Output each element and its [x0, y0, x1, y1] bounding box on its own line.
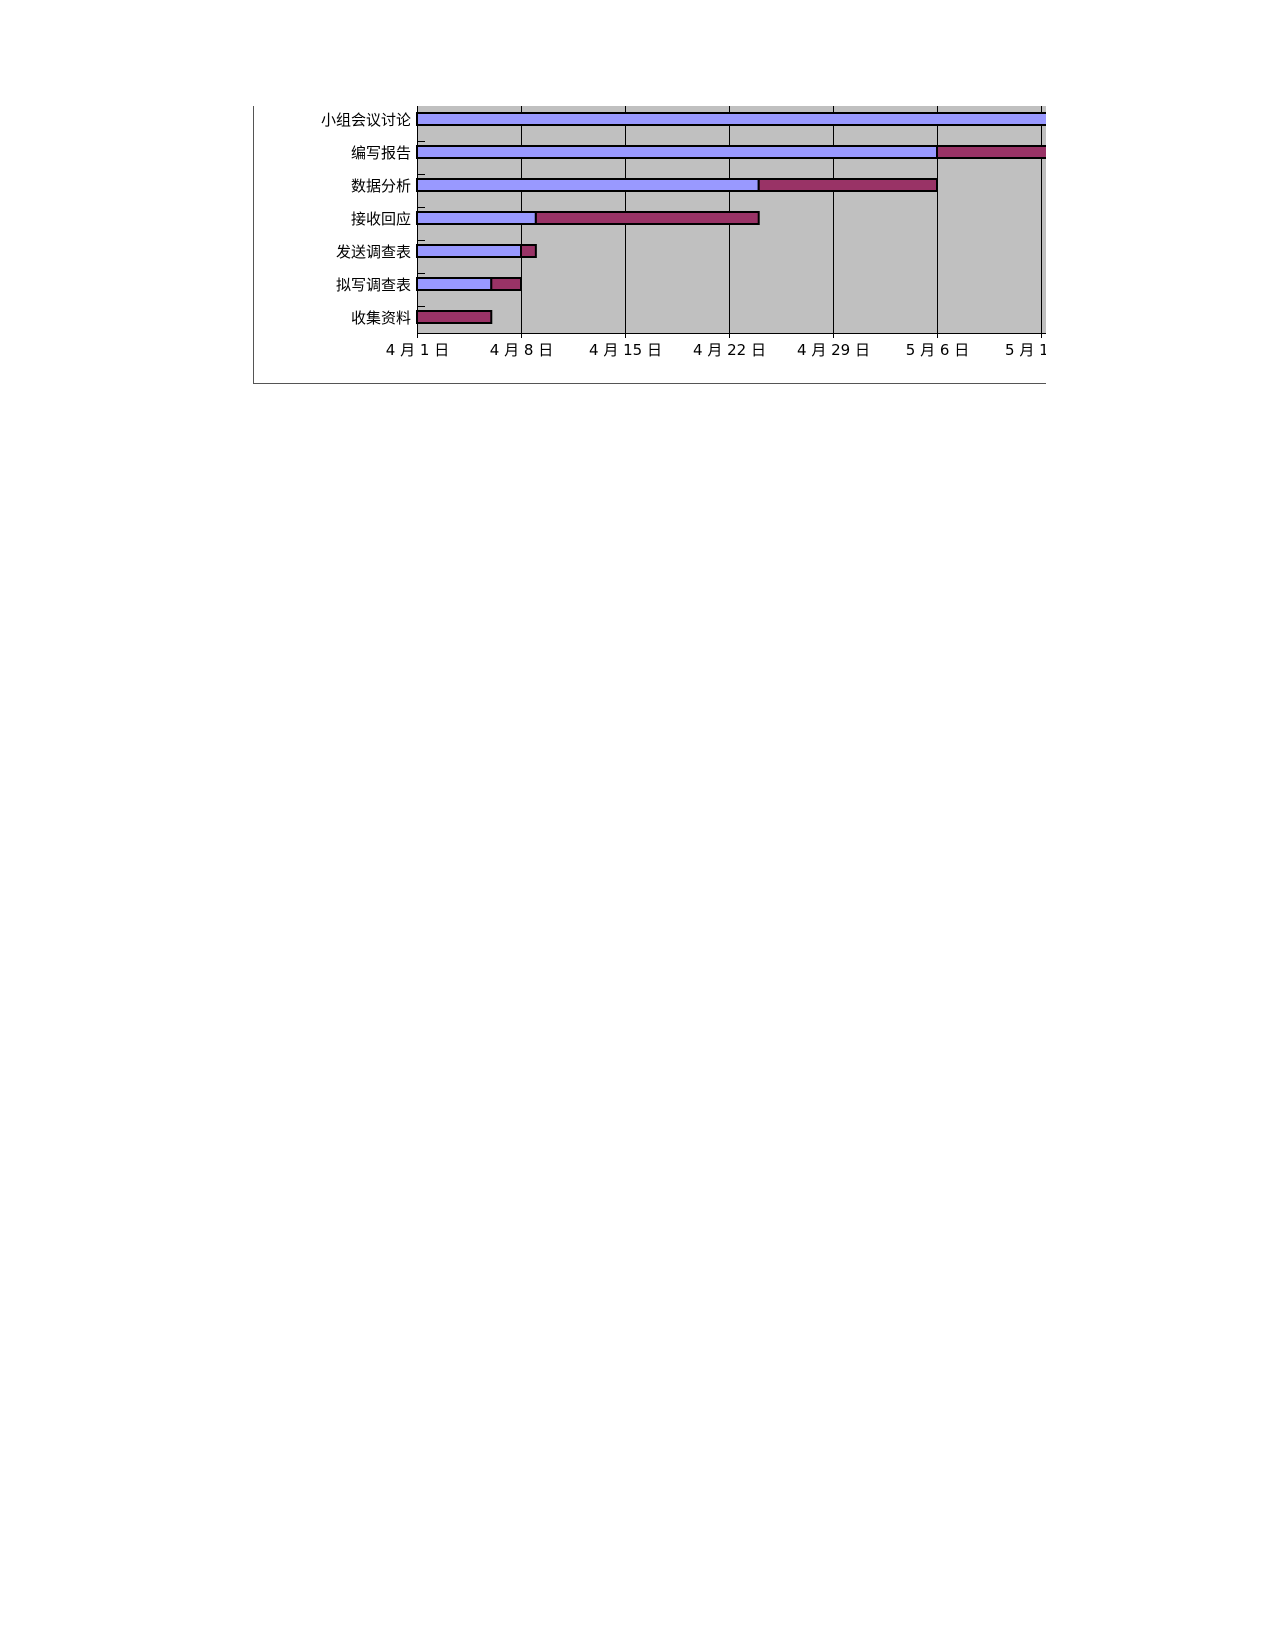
x-tick-label: 4 月 8 日 — [490, 341, 553, 359]
x-tick-label: 4 月 15 日 — [589, 341, 662, 359]
x-tick-label: 4 月 29 日 — [797, 341, 870, 359]
duration-bar — [1056, 113, 1086, 125]
start-bar — [416, 112, 1046, 126]
x-tick-label: 5 月 6 日 — [906, 341, 969, 359]
start-bar — [416, 211, 537, 225]
category-label: 编写报告 — [351, 144, 411, 162]
start-bar — [416, 178, 760, 192]
start-bar — [416, 277, 493, 291]
duration-bar — [416, 310, 493, 324]
start-bar — [416, 244, 522, 258]
x-tick-label: 4 月 1 日 — [386, 341, 449, 359]
x-tick-label: 4 月 22 日 — [693, 341, 766, 359]
category-label: 小组会议讨论 — [321, 111, 411, 129]
duration-bar — [936, 145, 1046, 159]
category-label: 收集资料 — [351, 309, 411, 327]
duration-bar — [757, 178, 939, 192]
start-bar — [416, 145, 938, 159]
category-label: 发送调查表 — [336, 243, 411, 261]
category-label: 拟写调查表 — [336, 276, 411, 294]
duration-bar — [520, 244, 537, 258]
x-tick-label: 5 月 13 日 — [1005, 341, 1078, 359]
category-label: 接收回应 — [351, 210, 411, 228]
duration-bar — [534, 211, 760, 225]
duration-bar — [490, 277, 522, 291]
category-label: 数据分析 — [351, 177, 411, 195]
